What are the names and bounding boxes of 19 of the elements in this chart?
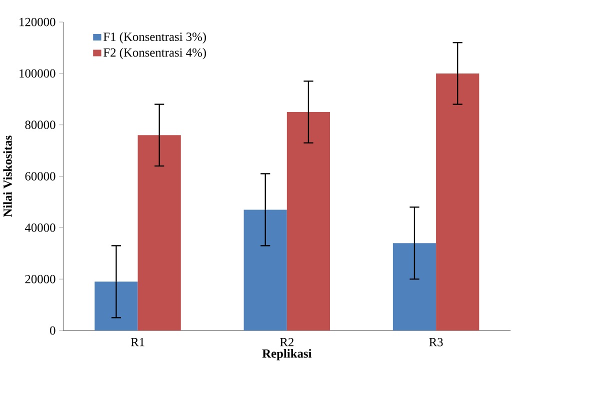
bar xyxy=(392,243,436,331)
y-tick-label: 80000 xyxy=(25,120,56,130)
bar xyxy=(286,112,330,331)
y-axis-title: Nilai Viskositas xyxy=(3,136,12,218)
bar xyxy=(436,74,480,331)
x-tick-label: R1 xyxy=(130,338,144,346)
y-tick-label: 40000 xyxy=(24,224,56,232)
bar xyxy=(138,135,181,331)
y-tick-label: 20000 xyxy=(25,275,56,284)
y-tick-label: 60000 xyxy=(25,172,56,181)
y-tick-label: 0 xyxy=(50,326,56,335)
x-tick-label: R3 xyxy=(429,338,443,346)
x-axis-title: Replikasi xyxy=(262,349,312,360)
legend-label: F1 (Konsentrasi 3%) xyxy=(104,32,206,44)
x-tick-label: R2 xyxy=(280,338,294,346)
y-tick-label: 100000 xyxy=(20,69,56,78)
y-tick-label: 120000 xyxy=(20,18,56,26)
legend-label: F2 (Konsentrasi 4%) xyxy=(104,48,206,60)
bar xyxy=(244,210,287,331)
